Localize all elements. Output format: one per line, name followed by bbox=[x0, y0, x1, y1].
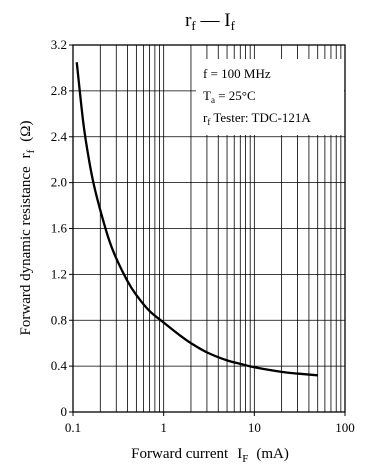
title-dash: — bbox=[196, 10, 225, 31]
x-tick-label: 100 bbox=[335, 420, 355, 435]
legend-line-1: f = 100 MHz bbox=[203, 66, 271, 81]
title-i: I bbox=[224, 10, 230, 31]
x-axis-label: Forward current IF (mA) bbox=[131, 446, 289, 465]
title-r-sub: f bbox=[191, 18, 196, 33]
x-tick-labels: 0.1 1 10 100 bbox=[65, 412, 355, 435]
y-tick-label: 0.8 bbox=[51, 312, 67, 327]
y-tick-label: 3.2 bbox=[51, 37, 67, 52]
legend-box bbox=[196, 59, 344, 135]
title-i-sub: f bbox=[231, 18, 236, 33]
y-tick-label: 0 bbox=[61, 404, 68, 419]
chart-title: rf — If bbox=[185, 10, 236, 33]
y-tick-label: 2.8 bbox=[51, 83, 67, 98]
y-tick-label: 1.2 bbox=[51, 266, 67, 281]
y-tick-label: 0.4 bbox=[51, 358, 68, 373]
y-tick-label: 2.4 bbox=[51, 129, 68, 144]
legend: f = 100 MHz Ta = 25°C rf Tester: TDC-121… bbox=[196, 59, 344, 135]
y-tick-labels: 0 0.4 0.8 1.2 1.6 2.0 2.4 2.8 3.2 bbox=[51, 37, 73, 419]
y-tick-label: 1.6 bbox=[51, 221, 68, 236]
y-tick-label: 2.0 bbox=[51, 175, 67, 190]
legend-line-3: rf Tester: TDC-121A bbox=[203, 110, 311, 127]
title-r: r bbox=[185, 10, 192, 31]
legend-line-2: Ta = 25°C bbox=[203, 88, 256, 105]
y-axis-label: Forward dynamic resistancerf(Ω) bbox=[18, 121, 37, 336]
x-tick-label: 1 bbox=[160, 420, 167, 435]
x-tick-label: 0.1 bbox=[65, 420, 81, 435]
rf-curve bbox=[75, 62, 318, 377]
x-tick-label: 10 bbox=[248, 420, 261, 435]
